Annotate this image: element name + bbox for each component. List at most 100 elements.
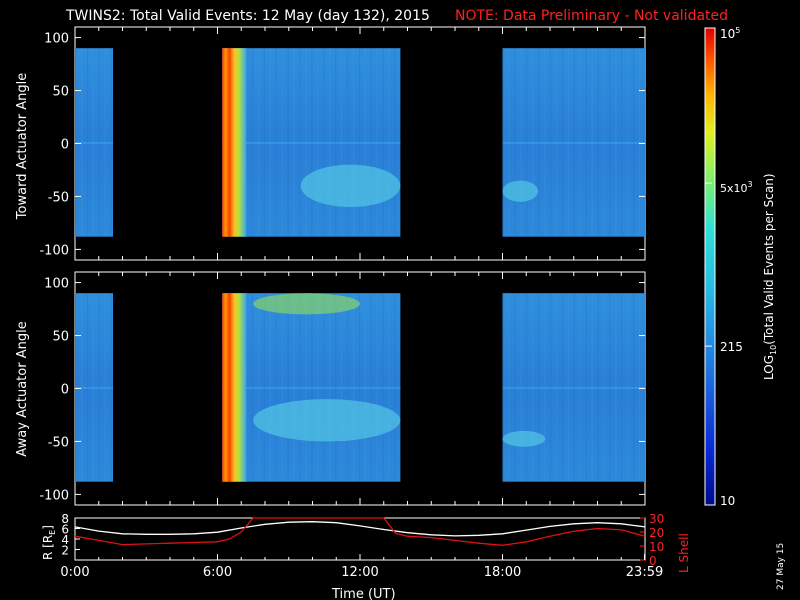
heatmap-stripe — [311, 293, 313, 482]
heatmap-stripe — [532, 48, 534, 237]
heatmap-stripe — [508, 293, 510, 482]
zero-angle-streak — [222, 386, 401, 389]
heatmap-stripe — [555, 48, 558, 237]
l-shell-tick-label: 0 — [649, 554, 657, 568]
heatmap-stripe — [591, 293, 593, 482]
heatmap-stripe — [251, 48, 254, 237]
enhancement-region — [253, 293, 360, 315]
l-shell-tick-label: 20 — [649, 526, 664, 540]
y-tick-label: -50 — [48, 190, 69, 205]
heatmap-stripe — [269, 293, 271, 482]
heatmap-stripe — [370, 48, 372, 237]
heatmap-stripe — [275, 293, 277, 482]
heatmap-stripe — [502, 48, 504, 237]
zero-angle-streak — [75, 141, 113, 144]
heatmap-stripe — [555, 293, 558, 482]
heatmap-stripe — [92, 48, 95, 237]
heatmap-stripe — [352, 293, 355, 482]
heatmap-stripe — [627, 293, 629, 482]
colorbar-tick-bottom: 10 — [720, 494, 735, 508]
heatmap-stripe — [627, 48, 629, 237]
heatmap-stripe — [358, 293, 361, 482]
y-tick-label: -50 — [48, 435, 69, 450]
heatmap-stripe — [346, 293, 349, 482]
heatmap-stripe — [329, 48, 331, 237]
heatmap-stripe — [305, 293, 307, 482]
heatmap-stripe — [388, 293, 390, 482]
heatmap-stripe — [394, 48, 396, 237]
r-line — [74, 521, 646, 537]
heatmap-stripe — [561, 293, 564, 482]
heatmap-stripe — [98, 293, 100, 482]
heatmap-stripe — [293, 293, 295, 482]
heatmap-stripe — [597, 293, 599, 482]
heatmap-stripe — [110, 293, 112, 482]
heatmap-stripe — [257, 293, 260, 482]
date-stamp: 27 May 15 — [776, 543, 786, 590]
y-tick-label: 50 — [52, 85, 69, 100]
toward-y-ticks: 100 50 0 -50 -100 — [39, 27, 646, 260]
heatmap-stripe — [364, 293, 366, 482]
y-tick-label: 100 — [44, 32, 69, 47]
heatmap-stripe — [98, 48, 100, 237]
heatmap-stripe — [104, 48, 106, 237]
enhancement-region — [502, 430, 546, 447]
y-tick-label: -100 — [39, 243, 69, 258]
heatmap-stripe — [352, 48, 355, 237]
heatmap-stripe — [609, 48, 611, 237]
heatmap-stripe — [561, 48, 564, 237]
heatmap-stripe — [550, 293, 552, 482]
x-tick-label: 23:59 — [626, 565, 663, 580]
high-count-band — [222, 293, 246, 482]
heatmap-stripe — [597, 48, 599, 237]
away-angle-panel: 100 50 0 -50 -100 Away Actuator Angle — [15, 271, 646, 506]
toward-heatmap — [75, 48, 645, 237]
r-axis-label: R [RE] — [41, 525, 57, 560]
heatmap-stripe — [591, 48, 593, 237]
heatmap-stripe — [502, 293, 504, 482]
heatmap-stripe — [358, 48, 361, 237]
heatmap-stripe — [394, 293, 396, 482]
orbit-panel-frame — [74, 517, 646, 561]
heatmap-stripe — [633, 293, 635, 482]
heatmap-stripe — [80, 293, 83, 482]
heatmap-stripe — [538, 293, 540, 482]
y-tick-label: 100 — [44, 277, 69, 292]
heatmap-stripe — [526, 48, 528, 237]
enhancement-region — [253, 399, 401, 442]
heatmap-stripe — [585, 293, 587, 482]
orbit-lines — [74, 517, 646, 546]
heatmap-stripe — [508, 48, 510, 237]
heatmap-stripe — [287, 293, 289, 482]
heatmap-stripe — [544, 293, 546, 482]
zero-angle-streak — [502, 386, 645, 389]
heatmap-stripe — [573, 48, 575, 237]
heatmap-stripe — [246, 293, 248, 482]
heatmap-stripe — [603, 48, 605, 237]
heatmap-stripe — [544, 48, 546, 237]
heatmap-stripe — [639, 48, 641, 237]
heatmap-stripe — [257, 48, 260, 237]
colorbar: 105 5x103 215 10 LOG10(Total Valid Event… — [704, 26, 778, 508]
heatmap-stripe — [80, 48, 83, 237]
heatmap-stripe — [246, 48, 248, 237]
heatmap-stripe — [323, 48, 325, 237]
x-tick-label: 6:00 — [203, 565, 232, 580]
y-tick-label: 0 — [61, 138, 69, 153]
heatmap-stripe — [311, 48, 313, 237]
heatmap-stripe — [532, 293, 534, 482]
r-tick-label: 6 — [61, 523, 69, 537]
heatmap-stripe — [388, 48, 390, 237]
r-tick-label: 4 — [61, 533, 69, 547]
zero-angle-streak — [75, 386, 113, 389]
heatmap-stripe — [86, 293, 89, 482]
heatmap-stripe — [603, 293, 605, 482]
heatmap-stripe — [75, 48, 77, 237]
l-shell-tick-label: 30 — [649, 512, 664, 526]
heatmap-stripe — [609, 293, 611, 482]
heatmap-stripe — [567, 48, 570, 237]
high-count-band — [222, 48, 246, 237]
heatmap-stripe — [520, 293, 522, 482]
heatmap-stripe — [370, 293, 372, 482]
heatmap-stripe — [86, 48, 89, 237]
